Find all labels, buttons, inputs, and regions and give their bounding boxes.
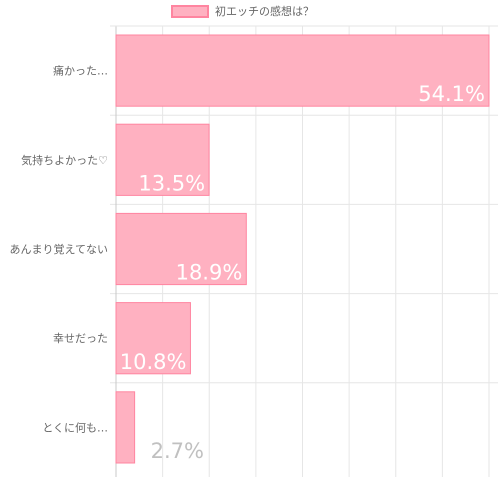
legend[interactable]: 初エッチの感想は？ bbox=[171, 4, 314, 18]
legend-swatch bbox=[171, 5, 209, 18]
data-label: 18.9% bbox=[176, 261, 243, 285]
category-labels: 痛かった… 気持ちよかった♡ あんまり覚えてない幸せだったとくに何も… bbox=[10, 64, 108, 435]
category-label: 気持ちよかった♡ bbox=[21, 153, 108, 167]
category-label: あんまり覚えてない bbox=[10, 243, 108, 256]
data-labels: 54.1% 13.5% 18.9% 10.8% 2.7% bbox=[120, 82, 485, 463]
bar[interactable] bbox=[115, 34, 490, 107]
data-label: 2.7% bbox=[151, 439, 204, 463]
legend-label: 初エッチの感想は？ bbox=[215, 4, 314, 18]
category-label: とくに何も… bbox=[42, 421, 108, 434]
bar[interactable] bbox=[115, 123, 210, 196]
data-label: 13.5% bbox=[138, 171, 205, 195]
category-label: 痛かった… bbox=[53, 64, 108, 78]
bar[interactable] bbox=[115, 302, 191, 375]
bar[interactable] bbox=[115, 212, 247, 286]
bar[interactable] bbox=[115, 391, 136, 464]
category-label: 幸せだった bbox=[53, 332, 108, 345]
data-label: 10.8% bbox=[120, 350, 187, 374]
bars bbox=[115, 34, 490, 464]
data-label: 54.1% bbox=[418, 82, 485, 106]
